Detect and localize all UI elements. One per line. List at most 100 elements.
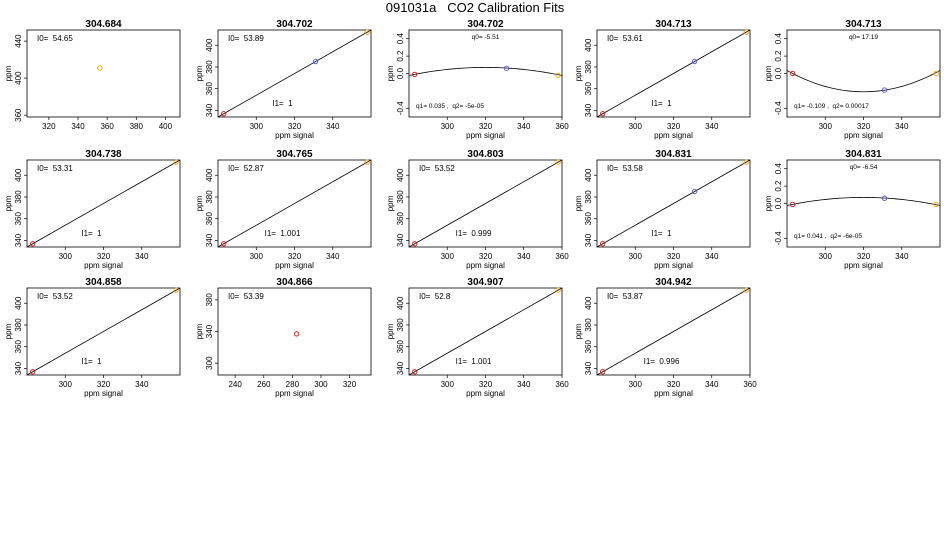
x-tick-label: 300 bbox=[441, 380, 455, 389]
x-tick-label: 320 bbox=[667, 122, 681, 131]
y-axis-label: ppm bbox=[574, 195, 583, 211]
y-tick-label: 380 bbox=[584, 190, 593, 204]
y-tick-label: 340 bbox=[396, 361, 405, 375]
x-tick-label: 340 bbox=[326, 252, 340, 261]
x-tick-label: 300 bbox=[629, 380, 643, 389]
x-tick-label: 320 bbox=[288, 122, 302, 131]
y-tick-label: 380 bbox=[584, 318, 593, 332]
panel-title: 304.803 bbox=[467, 149, 504, 160]
fit-curve bbox=[787, 197, 940, 206]
panel-title: 304.702 bbox=[467, 19, 504, 30]
fit-annotation: I1= 1 bbox=[81, 357, 102, 366]
fit-annotation: q0= -6.54 bbox=[850, 164, 878, 171]
y-tick-label: 340 bbox=[205, 324, 214, 338]
fit-annotation: I1= 1 bbox=[651, 99, 672, 108]
y-axis-label: ppm bbox=[386, 195, 395, 211]
x-axis-label: ppm signal bbox=[466, 261, 505, 270]
fit-line bbox=[409, 288, 562, 375]
y-tick-label: 400 bbox=[584, 168, 593, 182]
y-axis-label: ppm bbox=[195, 195, 204, 211]
x-tick-label: 300 bbox=[250, 122, 264, 131]
fit-annotation: I1= 1.001 bbox=[265, 229, 301, 238]
panel-title: 304.831 bbox=[845, 149, 882, 160]
y-tick-label: 400 bbox=[14, 71, 23, 85]
x-tick-label: 300 bbox=[441, 122, 455, 131]
y-axis-label: ppm bbox=[4, 323, 13, 339]
y-tick-label: 360 bbox=[584, 340, 593, 354]
x-tick-label: 300 bbox=[819, 252, 833, 261]
data-point-low bbox=[293, 331, 300, 337]
y-axis-label: ppm bbox=[4, 195, 13, 211]
y-tick-label: 360 bbox=[14, 108, 23, 122]
fit-annotation: I0= 53.31 bbox=[37, 164, 73, 173]
y-tick-label: 340 bbox=[14, 233, 23, 247]
x-tick-label: 300 bbox=[819, 122, 833, 131]
figure-title: 091031a CO2 Calibration Fits bbox=[385, 0, 565, 15]
x-axis-label: ppm signal bbox=[275, 389, 314, 398]
y-tick-label: 340 bbox=[205, 233, 214, 247]
panel-7: 304.765 300 320 340 340 360 380 400 ppm ppm signa… bbox=[195, 149, 372, 270]
x-tick-label: 340 bbox=[517, 122, 531, 131]
data-point-high bbox=[743, 287, 749, 293]
panel-title: 304.858 bbox=[85, 277, 122, 288]
fit-annotation: I0= 52.87 bbox=[228, 164, 264, 173]
x-tick-label: 360 bbox=[555, 380, 569, 389]
y-tick-label: -0.4 bbox=[396, 101, 405, 115]
y-tick-label: 340 bbox=[584, 361, 593, 375]
y-tick-label: 0.4 bbox=[396, 33, 405, 45]
x-axis-label: ppm signal bbox=[275, 131, 314, 140]
fit-annotation: I0= 53.52 bbox=[419, 164, 455, 173]
data-point-mid bbox=[312, 58, 319, 65]
y-tick-label: 340 bbox=[14, 361, 23, 375]
x-axis-label: ppm signal bbox=[844, 131, 883, 140]
data-point-mid bbox=[503, 65, 510, 71]
x-tick-label: 240 bbox=[228, 380, 242, 389]
x-tick-label: 300 bbox=[629, 122, 643, 131]
y-tick-label: -0.4 bbox=[774, 101, 783, 115]
y-tick-label: 0.0 bbox=[774, 197, 783, 209]
y-tick-label: 360 bbox=[584, 212, 593, 226]
y-tick-label: 380 bbox=[584, 60, 593, 74]
x-axis-label: ppm signal bbox=[466, 389, 505, 398]
x-tick-label: 300 bbox=[59, 380, 73, 389]
y-axis-label: ppm bbox=[195, 323, 204, 339]
panel-14: 304.942 300 320 340 360 340 360 380 400 ppm ppm si… bbox=[574, 277, 757, 398]
x-tick-label: 340 bbox=[517, 252, 531, 261]
data-point-low bbox=[30, 369, 36, 375]
panel-title: 304.713 bbox=[655, 19, 692, 30]
data-point-low bbox=[600, 111, 606, 117]
data-point-mid bbox=[691, 188, 698, 195]
y-tick-label: 340 bbox=[205, 103, 214, 117]
y-tick-label: 400 bbox=[396, 168, 405, 182]
y-axis-label: ppm bbox=[4, 65, 13, 81]
fit-annotation: I0= 53.58 bbox=[607, 164, 643, 173]
y-axis-label: ppm bbox=[764, 195, 773, 211]
x-tick-label: 280 bbox=[286, 380, 300, 389]
data-point-mid bbox=[691, 58, 698, 65]
data-point-low bbox=[600, 241, 606, 247]
data-point-high bbox=[97, 65, 103, 71]
y-tick-label: 0.0 bbox=[774, 67, 783, 79]
x-tick-label: 320 bbox=[288, 252, 302, 261]
x-tick-label: 320 bbox=[343, 380, 357, 389]
x-tick-label: 360 bbox=[100, 122, 114, 131]
data-point-high bbox=[173, 159, 179, 165]
y-tick-label: 360 bbox=[205, 82, 214, 96]
panel-title: 304.907 bbox=[467, 277, 504, 288]
x-tick-label: 300 bbox=[250, 252, 264, 261]
x-tick-label: 340 bbox=[705, 380, 719, 389]
x-tick-label: 300 bbox=[441, 252, 455, 261]
fit-annotation: I0= 53.52 bbox=[37, 292, 73, 301]
fit-annotation: I1= 1 bbox=[651, 229, 672, 238]
data-point-mid bbox=[881, 195, 888, 201]
data-point-low bbox=[412, 241, 418, 247]
fit-annotation: q1= 0.035 , q2= -5e-05 bbox=[416, 103, 484, 110]
fit-curve bbox=[787, 70, 940, 93]
y-tick-label: 440 bbox=[14, 34, 23, 48]
panel-1: 304.684 320 340 360 380 400 360 400 440 ppm I0= 54… bbox=[4, 19, 181, 131]
y-tick-label: 340 bbox=[584, 233, 593, 247]
y-tick-label: 0.0 bbox=[396, 67, 405, 79]
x-tick-label: 260 bbox=[257, 380, 271, 389]
data-point-low bbox=[600, 369, 606, 375]
